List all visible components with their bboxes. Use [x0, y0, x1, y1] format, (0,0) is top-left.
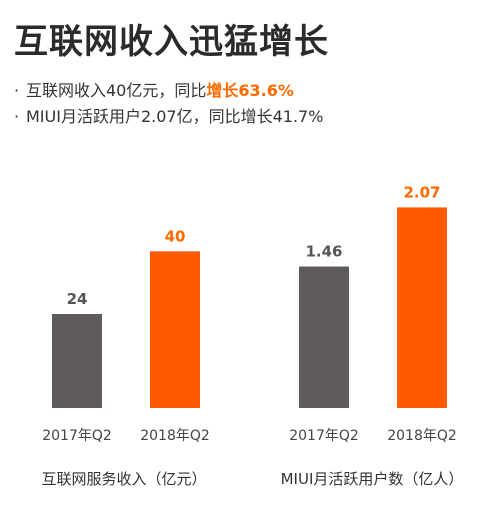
bullet-dot-icon: · [14, 107, 20, 126]
bar-value-label: 2.07 [403, 183, 440, 201]
bullet-dot-icon: · [14, 81, 20, 100]
bar-value-label: 24 [67, 290, 88, 308]
bullet-item-users: · MIUI月活跃用户2.07亿，同比增长41.7% [14, 104, 323, 130]
bar-2017q2 [52, 314, 102, 408]
bullet-text: 互联网收入40亿元，同比 [26, 81, 207, 100]
bar-2018q2 [397, 207, 447, 408]
bar-2017q2 [299, 266, 349, 408]
revenue-bar-chart: 24 2017年Q2 40 2018年Q2 互联网服务收入（亿元） [41, 227, 210, 488]
chart-title: MIUI月活跃用户数（亿人） [281, 470, 464, 488]
bar-value-label: 40 [165, 227, 186, 245]
bar-value-label: 1.46 [305, 243, 342, 261]
bullet-list: · 互联网收入40亿元，同比增长63.6% · MIUI月活跃用户2.07亿，同比增… [14, 78, 323, 130]
x-tick-label: 2018年Q2 [140, 428, 210, 444]
x-tick-label: 2018年Q2 [387, 428, 457, 444]
chart-title: 互联网服务收入（亿元） [41, 470, 206, 488]
bullet-highlight: 增长63.6% [206, 81, 294, 100]
page-title: 互联网收入迅猛增长 [14, 22, 329, 62]
bullet-text: MIUI月活跃用户2.07亿，同比增长41.7% [26, 107, 324, 126]
users-bar-chart: 1.46 2017年Q2 2.07 2018年Q2 MIUI月活跃用户数（亿人） [281, 183, 464, 488]
x-tick-label: 2017年Q2 [289, 428, 359, 444]
x-tick-label: 2017年Q2 [42, 428, 112, 444]
bullet-item-revenue: · 互联网收入40亿元，同比增长63.6% [14, 78, 323, 104]
bar-2018q2 [150, 251, 200, 408]
